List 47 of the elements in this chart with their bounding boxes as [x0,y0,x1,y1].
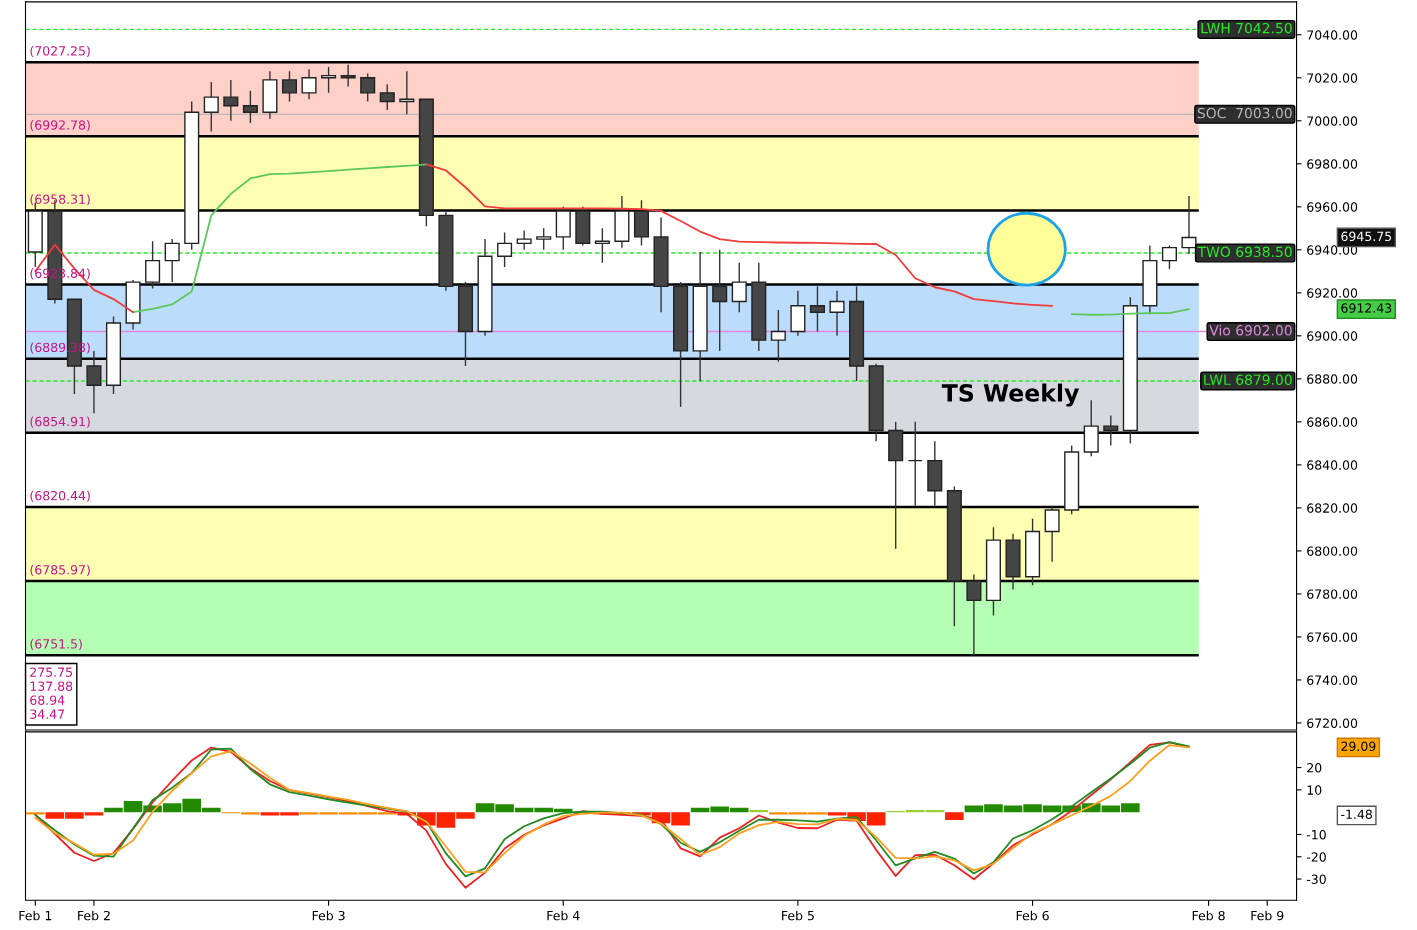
ref-line-label: (6751.5) [30,638,82,651]
y-tick-label: 6860.00 [1307,417,1358,427]
y-tick-label: -30 [1306,874,1326,884]
y-tick-label: 7040.00 [1307,30,1358,40]
ref-line-label: LWL 6879.00 [1204,374,1292,386]
text: -1.48 [1341,809,1372,820]
y-tick-label: 7020.00 [1307,73,1358,83]
x-tick-label: Feb 4 [547,910,580,921]
ref-line-label: (6992.78) [30,120,90,132]
y-tick-label: 6840.00 [1307,460,1358,470]
annotation: TS Weekly [941,383,1080,407]
ref-line-label: (7027.25) [30,45,90,58]
y-tick-label: 6900.00 [1307,331,1358,341]
x-tick-label: Feb 9 [1251,910,1284,921]
y-tick-label: 6720.00 [1307,718,1358,728]
ref-line-label: SOC 7003.00 [1197,107,1292,119]
ref-line-label: TWO 6938.50 [1197,246,1292,258]
y-tick-label: -10 [1306,829,1326,840]
text: 29.09 [1341,741,1376,752]
text: 6945.75 [1341,231,1392,242]
ref-line-label: Vio 6902.00 [1209,324,1292,336]
y-tick-label: 6760.00 [1307,632,1358,642]
ref-line-label: (6958.31) [30,194,90,206]
y-tick-label: 6740.00 [1307,675,1358,685]
y-tick-label: 20 [1307,763,1322,773]
x-tick-label: Feb 2 [78,910,110,921]
x-tick-label: Feb 5 [782,910,814,921]
ref-line-label: (6854.91) [30,416,90,428]
x-tick-label: Feb 8 [1192,910,1225,921]
annotation: 275.75 137.88 68.94 34.47 [30,667,73,719]
y-tick-label: 6960.00 [1307,202,1358,212]
ref-line-label: (6820.44) [30,490,90,502]
ref-line-label: (6785.97) [30,564,90,576]
ref-line-label: LWH 7042.50 [1201,22,1292,34]
y-tick-label: -20 [1306,852,1326,862]
x-tick-label: Feb 3 [312,910,345,921]
text: 6912.43 [1341,303,1392,313]
y-tick-label: 10 [1307,785,1322,795]
x-tick-label: Feb 6 [1016,910,1049,921]
y-tick-label: 6820.00 [1307,503,1358,513]
y-tick-label: 6880.00 [1307,374,1358,384]
y-tick-label: 7000.00 [1307,116,1358,126]
x-tick-label: Feb 1 [19,910,52,921]
y-tick-label: 6800.00 [1307,546,1358,556]
y-tick-label: 6780.00 [1307,589,1358,599]
y-tick-label: 6980.00 [1307,159,1358,169]
y-tick-label: 6920.00 [1307,288,1358,298]
